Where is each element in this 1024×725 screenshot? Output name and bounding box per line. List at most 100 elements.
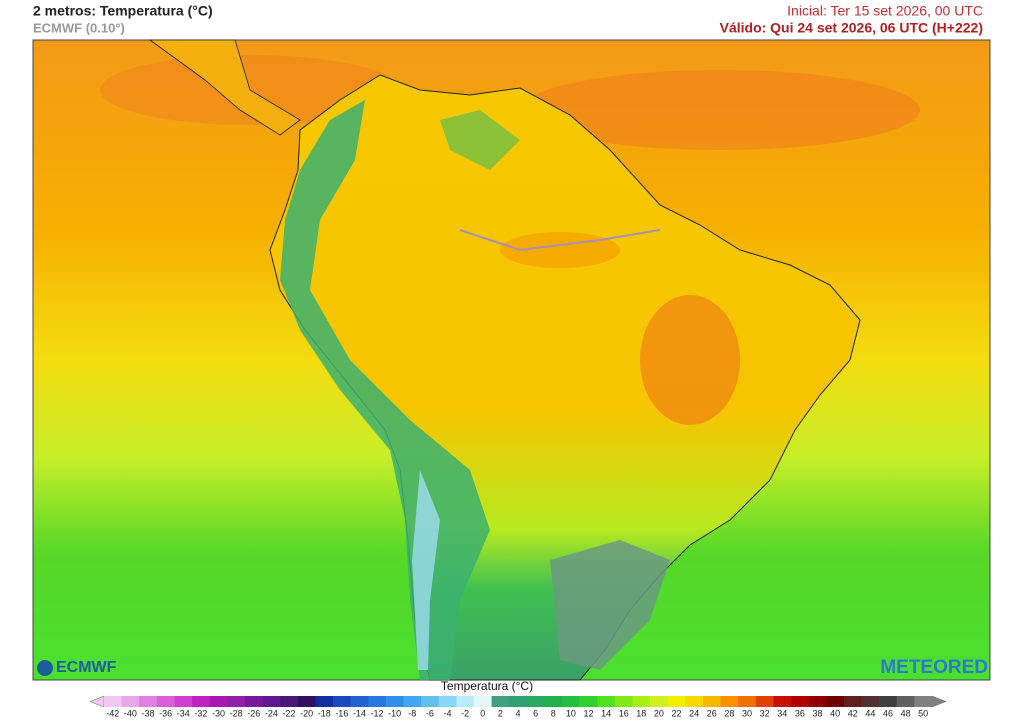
color-swatch xyxy=(244,696,263,707)
color-swatch xyxy=(192,696,211,707)
color-swatch xyxy=(579,696,598,707)
valid-time: Válido: Qui 24 set 2026, 06 UTC (H+222) xyxy=(720,20,983,36)
color-swatch xyxy=(104,696,122,707)
color-swatch xyxy=(720,696,739,707)
color-swatch xyxy=(614,696,633,707)
colorbar-tick-label: -16 xyxy=(335,708,348,718)
color-swatch xyxy=(262,696,281,707)
color-swatch xyxy=(685,696,704,707)
colorbar-arrow-left xyxy=(89,695,105,708)
color-swatch xyxy=(509,696,528,707)
ecmwf-logo-mark xyxy=(37,660,53,676)
colorbar-tick-label: 24 xyxy=(689,708,699,718)
central-america xyxy=(148,39,301,136)
colorbar-tick-label: -2 xyxy=(461,708,469,718)
color-swatch xyxy=(385,696,404,707)
colorbar-tick-label: 34 xyxy=(777,708,787,718)
colorbar-tick-label: -36 xyxy=(159,708,172,718)
colorbar-tick-label: -38 xyxy=(142,708,155,718)
color-swatch xyxy=(914,696,933,707)
color-swatch xyxy=(491,696,510,707)
color-swatch xyxy=(843,696,862,707)
colorbar-tick-label: 12 xyxy=(583,708,593,718)
color-swatch xyxy=(650,696,669,707)
colorbar-tick-label: -14 xyxy=(353,708,366,718)
colorbar-tick-label: -18 xyxy=(318,708,331,718)
color-swatch xyxy=(755,696,774,707)
guiana-highlands xyxy=(440,110,520,170)
colorbar-tick-label: -40 xyxy=(124,708,137,718)
colorbar-tick-label: 6 xyxy=(533,708,538,718)
map-title: 2 metros: Temperatura (°C) xyxy=(33,3,213,19)
color-swatch xyxy=(350,696,369,707)
hot-spot xyxy=(640,295,740,425)
colorbar: -42 -40 -38 -36 -34 -32 -30 -28 -26 -24 -22 -20 -18-… xyxy=(89,695,947,718)
colorbar-tick-label: 18 xyxy=(636,708,646,718)
colorbar-tick-label: 28 xyxy=(724,708,734,718)
colorbar-tick-label: 44 xyxy=(865,708,875,718)
colorbar-tick-label: -42 xyxy=(106,708,119,718)
colorbar-tick-label: 38 xyxy=(812,708,822,718)
colorbar-tick-label: -30 xyxy=(212,708,225,718)
color-swatch xyxy=(473,696,492,707)
model-label: ECMWF (0.10°) xyxy=(33,20,125,35)
colorbar-tick-label: 46 xyxy=(883,708,893,718)
color-swatch xyxy=(139,696,158,707)
color-swatch xyxy=(861,696,880,707)
color-swatch xyxy=(667,696,686,707)
color-swatch xyxy=(315,696,334,707)
colorbar-tick-label: 10 xyxy=(566,708,576,718)
color-swatch xyxy=(632,696,651,707)
colorbar-tick-label: 36 xyxy=(795,708,805,718)
colorbar-tick-label: -4 xyxy=(444,708,452,718)
color-swatch xyxy=(368,696,387,707)
color-swatch xyxy=(456,696,475,707)
colorbar-tick-label: 50 xyxy=(918,708,928,718)
color-swatch xyxy=(808,696,827,707)
color-swatch xyxy=(896,696,915,707)
color-swatch xyxy=(333,696,351,707)
color-swatch xyxy=(544,696,563,707)
colorbar-tick-label: -22 xyxy=(282,708,295,718)
color-swatch xyxy=(297,696,316,707)
colorbar-tick-label: 22 xyxy=(672,708,682,718)
colorbar-tick-label: 40 xyxy=(830,708,840,718)
color-swatch xyxy=(121,696,140,707)
color-swatch xyxy=(209,696,228,707)
color-swatch xyxy=(156,696,175,707)
color-swatch xyxy=(738,696,757,707)
color-swatch xyxy=(702,696,721,707)
initial-time: Inicial: Ter 15 set 2026, 00 UTC xyxy=(787,3,983,19)
map xyxy=(32,39,991,681)
colorbar-tick-label: 48 xyxy=(901,708,911,718)
colorbar-tick-label: -10 xyxy=(388,708,401,718)
colorbar-tick-label: 16 xyxy=(619,708,629,718)
ecmwf-logo: ECMWF xyxy=(37,659,117,676)
colorbar-tick-label: -34 xyxy=(177,708,190,718)
andes-cold xyxy=(412,470,440,670)
color-swatch xyxy=(562,696,580,707)
legend-title: Temperatura (°C) xyxy=(441,679,533,693)
color-swatch xyxy=(879,696,898,707)
color-swatch xyxy=(826,696,845,707)
ecmwf-logo-text: ECMWF xyxy=(56,659,117,676)
colorbar-tick-label: 0 xyxy=(480,708,485,718)
colorbar-tick-label: 2 xyxy=(498,708,503,718)
colorbar-tick-label: 42 xyxy=(848,708,858,718)
color-swatch xyxy=(227,696,246,707)
uruguay-south-brazil xyxy=(550,540,670,670)
color-swatch xyxy=(773,696,792,707)
color-swatch xyxy=(403,696,422,707)
colorbar-arrow-right xyxy=(931,695,947,708)
colorbar-tick-label: 30 xyxy=(742,708,752,718)
hot-ocean xyxy=(520,70,920,150)
color-swatch xyxy=(597,696,616,707)
colorbar-tick-label: 8 xyxy=(551,708,556,718)
meteored-logo: METEORED xyxy=(880,657,988,678)
colorbar-tick-label: -8 xyxy=(408,708,416,718)
colorbar-tick-label: -28 xyxy=(230,708,243,718)
colorbar-tick-label: 32 xyxy=(760,708,770,718)
colorbar-tick-label: -26 xyxy=(247,708,260,718)
color-swatch xyxy=(791,696,809,707)
